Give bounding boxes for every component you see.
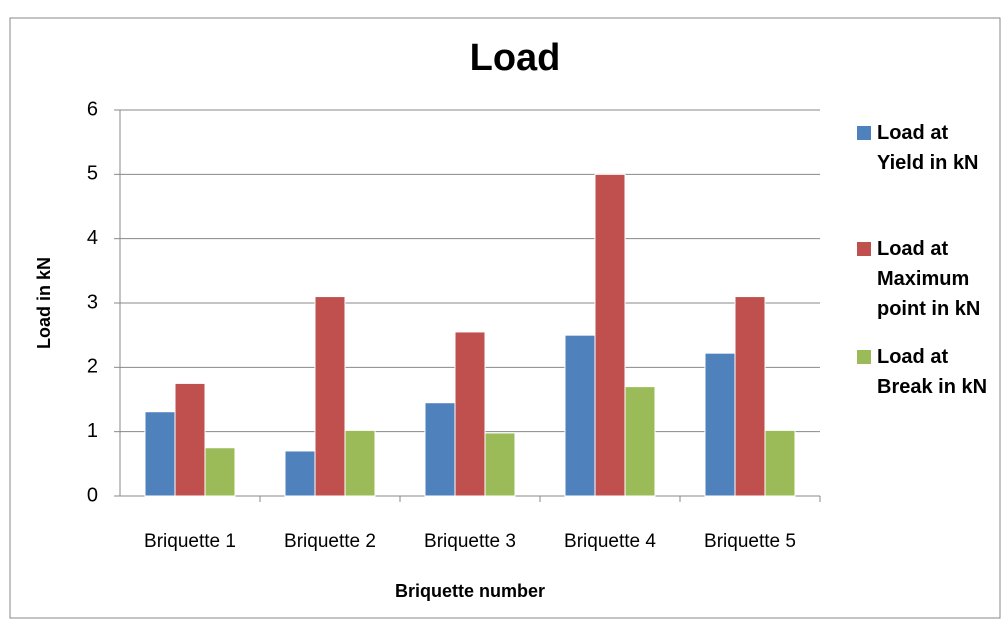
bar [174,382,206,497]
y-tick-label: 4 [87,227,98,249]
x-axis-label: Briquette number [395,581,545,601]
bar [344,429,376,497]
bar [314,296,346,497]
bar [144,411,176,497]
bar [424,402,456,497]
y-tick-label: 1 [87,420,98,442]
x-tick-label: Briquette 3 [424,531,516,552]
bar [284,450,316,497]
bar [204,447,236,497]
bar [484,432,516,497]
chart-frame [9,17,1001,619]
legend-label: Load at Break in kN [877,346,988,398]
y-tick-label: 2 [87,356,98,378]
x-tick-label: Briquette 4 [564,531,656,552]
bar [624,386,656,497]
bar [734,296,766,497]
y-tick-label: 5 [87,163,98,185]
x-tick-label: Briquette 2 [284,531,376,552]
legend-swatch [857,126,871,140]
legend-swatch [857,242,871,256]
y-axis-label: Load in kN [34,257,54,349]
x-tick-label: Briquette 5 [704,531,796,552]
y-tick-label: 0 [87,484,98,506]
y-tick-label: 6 [87,98,98,120]
bar [764,429,796,497]
bar [704,352,736,497]
bar [594,173,626,497]
legend-swatch [857,350,871,364]
x-tick-label: Briquette 1 [144,531,236,552]
legend-label: Load at Yield in kN [877,122,979,174]
y-tick-label: 3 [87,291,98,313]
legend-label: Load at Maximum point in kN [877,238,981,320]
bar [454,331,486,497]
bar [564,334,596,497]
chart-title: Load [470,37,561,79]
